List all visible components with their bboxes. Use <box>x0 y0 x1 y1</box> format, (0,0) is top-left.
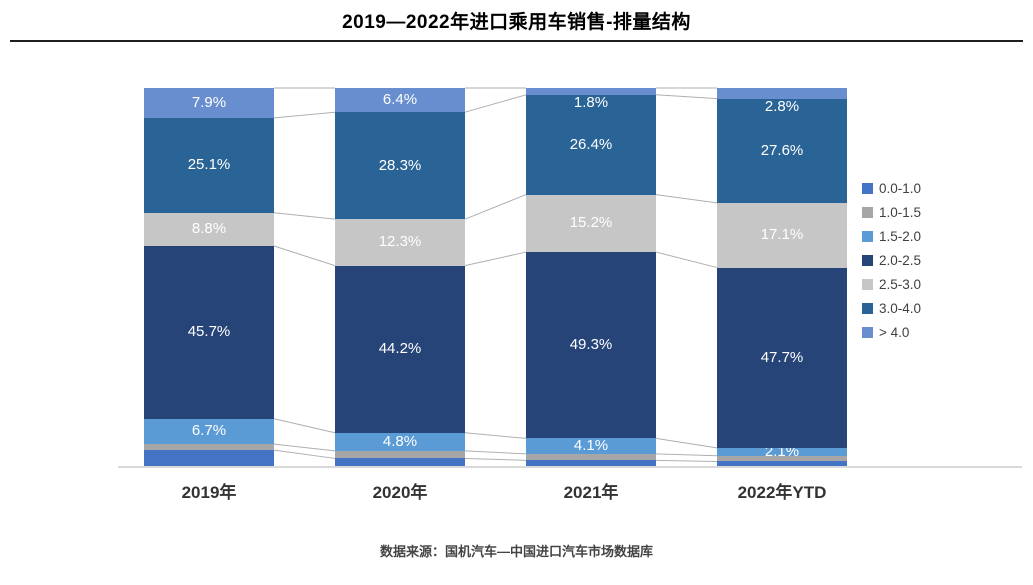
data-source-note: 数据来源：国机汽车—中国进口汽车市场数据库 <box>379 544 653 559</box>
segment-2.5-3.0-2021年: 15.2% <box>526 194 656 253</box>
legend-label: 1.5-2.0 <box>879 228 922 244</box>
segment-2.5-3.0-2019年: 8.8% <box>144 212 274 247</box>
data-label: 12.3% <box>378 233 422 251</box>
legend-swatch-icon <box>862 182 873 194</box>
legend-label: > 4.0 <box>879 324 910 340</box>
legend-swatch-icon <box>862 278 873 290</box>
data-label: 28.3% <box>378 156 422 174</box>
bar-2021年: 4.1% 49.3% 15.2% 26.4% 1.8% <box>526 88 656 466</box>
segment-0.0-1.0-2020年 <box>335 458 465 466</box>
segment-0.0-1.0-2022年YTD <box>717 461 847 466</box>
legend-label: 3.0-4.0 <box>879 300 922 316</box>
axis-label-2020年: 2020年 <box>372 483 428 502</box>
data-label: 44.2% <box>378 340 422 358</box>
data-label: 2.8% <box>764 97 800 115</box>
data-label: 25.1% <box>187 156 231 174</box>
data-label: 26.4% <box>569 135 613 153</box>
data-label: 4.8% <box>382 432 418 450</box>
legend-item-3.0-4.0: 3.0-4.0 <box>862 296 921 320</box>
segment-2.0-2.5-2020年: 44.2% <box>335 265 465 433</box>
data-label: 17.1% <box>760 226 804 244</box>
segment-1.0-1.5-2021年 <box>526 453 656 461</box>
segment-1.0-1.5-2020年 <box>335 450 465 459</box>
data-label: 15.2% <box>569 214 613 232</box>
segment-1.5-2.0-2019年: 6.7% <box>144 418 274 445</box>
data-label: 27.6% <box>760 141 804 159</box>
legend-item-2.0-2.5: 2.0-2.5 <box>862 248 921 272</box>
x-axis-line <box>118 466 1022 468</box>
data-label: 7.9% <box>191 93 227 111</box>
bar-2022年YTD: 2.1% 47.7% 17.1% 27.6% 2.8% <box>717 88 847 466</box>
legend-swatch-icon <box>862 326 873 338</box>
segment-> 4.0-2019年: 7.9% <box>144 88 274 118</box>
title-divider <box>10 40 1023 42</box>
data-label: 47.7% <box>760 348 804 366</box>
data-label: 49.3% <box>569 336 613 354</box>
legend-swatch-icon <box>862 206 873 218</box>
legend-label: 2.5-3.0 <box>879 276 922 292</box>
segment-2.5-3.0-2022年YTD: 17.1% <box>717 202 847 268</box>
segment-0.0-1.0-2019年 <box>144 450 274 466</box>
segment-2.0-2.5-2019年: 45.7% <box>144 246 274 419</box>
axis-label-2021年: 2021年 <box>563 483 619 502</box>
legend-swatch-icon <box>862 254 873 266</box>
segment-> 4.0-2020年: 6.4% <box>335 88 465 113</box>
data-label: 45.7% <box>187 323 231 341</box>
segment-3.0-4.0-2019年: 25.1% <box>144 117 274 213</box>
segment-2.5-3.0-2020年: 12.3% <box>335 219 465 266</box>
segment-0.0-1.0-2021年 <box>526 460 656 466</box>
chart-title: 2019—2022年进口乘用车销售-排量结构 <box>342 12 691 33</box>
legend-item-1.5-2.0: 1.5-2.0 <box>862 224 921 248</box>
chart-legend: 0.0-1.0 1.0-1.5 1.5-2.0 2.0-2.5 2.5-3.0 3.0-4… <box>862 176 921 344</box>
segment-1.5-2.0-2022年YTD: 2.1% <box>717 443 847 460</box>
data-label: 4.1% <box>573 437 609 455</box>
legend-item-> 4.0: > 4.0 <box>862 320 921 344</box>
legend-swatch-icon <box>862 302 873 314</box>
legend-label: 0.0-1.0 <box>879 180 922 196</box>
legend-swatch-icon <box>862 230 873 242</box>
data-label: 1.8% <box>573 93 609 111</box>
bar-2020年: 4.8% 44.2% 12.3% 28.3% 6.4% <box>335 88 465 466</box>
legend-label: 1.0-1.5 <box>879 204 922 220</box>
segment-> 4.0-2022年YTD: 2.8% <box>717 88 847 115</box>
legend-item-1.0-1.5: 1.0-1.5 <box>862 200 921 224</box>
segment-2.0-2.5-2022年YTD: 47.7% <box>717 267 847 448</box>
segment-1.0-1.5-2022年YTD <box>717 455 847 462</box>
axis-label-2022年YTD: 2022年YTD <box>737 483 827 502</box>
segment-3.0-4.0-2021年: 26.4% <box>526 94 656 195</box>
segment-2.0-2.5-2021年: 49.3% <box>526 252 656 439</box>
axis-label-2019年: 2019年 <box>181 483 237 502</box>
segment-1.5-2.0-2020年: 4.8% <box>335 432 465 451</box>
legend-item-2.5-3.0: 2.5-3.0 <box>862 272 921 296</box>
bar-2019年: 6.7% 45.7% 8.8% 25.1% 7.9% <box>144 88 274 466</box>
data-label: 6.4% <box>382 91 418 109</box>
segment-1.5-2.0-2021年: 4.1% <box>526 437 656 455</box>
segment-3.0-4.0-2020年: 28.3% <box>335 112 465 220</box>
legend-item-0.0-1.0: 0.0-1.0 <box>862 176 921 200</box>
legend-label: 2.0-2.5 <box>879 252 922 268</box>
data-label: 6.7% <box>191 422 227 440</box>
segment-3.0-4.0-2022年YTD: 27.6% <box>717 98 847 203</box>
data-label: 8.8% <box>191 220 227 238</box>
segment-> 4.0-2021年: 1.8% <box>526 88 656 111</box>
segment-1.0-1.5-2019年 <box>144 444 274 451</box>
